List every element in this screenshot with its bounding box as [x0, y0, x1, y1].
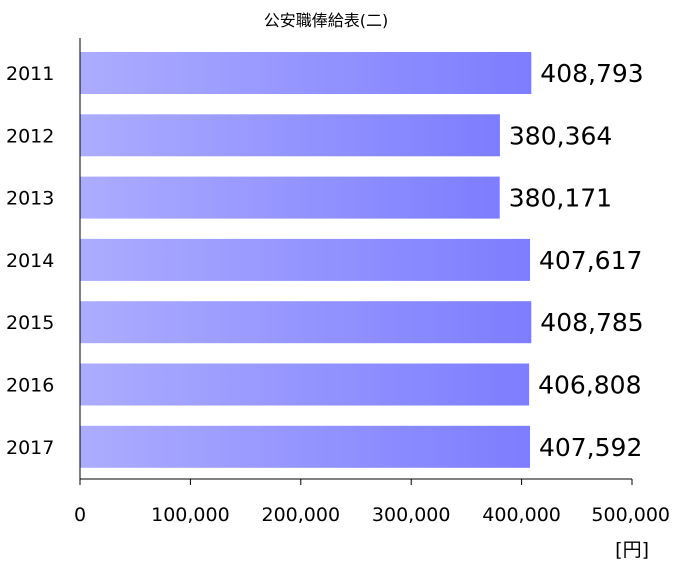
category-label-2016: 2016	[6, 375, 54, 397]
bar-2017	[80, 425, 530, 468]
category-label-2017: 2017	[6, 437, 54, 459]
category-label-2013: 2013	[6, 188, 54, 210]
bar-2015	[80, 301, 532, 344]
x-tick-label-200000: 200,000	[262, 504, 341, 526]
data-label-2012: 380,364	[509, 121, 612, 150]
x-axis-unit-label: [円]	[615, 539, 649, 561]
data-label-2016: 406,808	[538, 371, 641, 400]
x-tick-label-100000: 100,000	[151, 504, 230, 526]
x-tick-label-0: 0	[74, 504, 86, 526]
x-tick-label-300000: 300,000	[372, 504, 451, 526]
x-tick-label-500000: 500,000	[591, 504, 670, 526]
category-label-2011: 2011	[6, 63, 54, 85]
chart-title: 公安職俸給表(二)	[264, 11, 389, 30]
category-label-2015: 2015	[6, 312, 54, 334]
category-label-2014: 2014	[6, 250, 54, 272]
data-label-2015: 408,785	[540, 308, 643, 337]
bar-2014	[80, 238, 531, 281]
category-label-2012: 2012	[6, 125, 54, 147]
bars-group: 2011 408,793 2012 380,364 2013 380,171 2014 407…	[6, 52, 644, 468]
data-label-2014: 407,617	[539, 246, 642, 275]
x-tick-label-400000: 400,000	[482, 504, 561, 526]
bar-2012	[80, 114, 500, 157]
bar-2011	[80, 52, 532, 94]
bar-2016	[80, 363, 530, 406]
data-label-2017: 407,592	[539, 433, 642, 462]
bar-2013	[80, 176, 500, 219]
data-label-2013: 380,171	[509, 184, 612, 213]
axes-group: 0 100,000 200,000 300,000 400,000 500,000	[74, 38, 670, 526]
data-label-2011: 408,793	[540, 59, 643, 88]
